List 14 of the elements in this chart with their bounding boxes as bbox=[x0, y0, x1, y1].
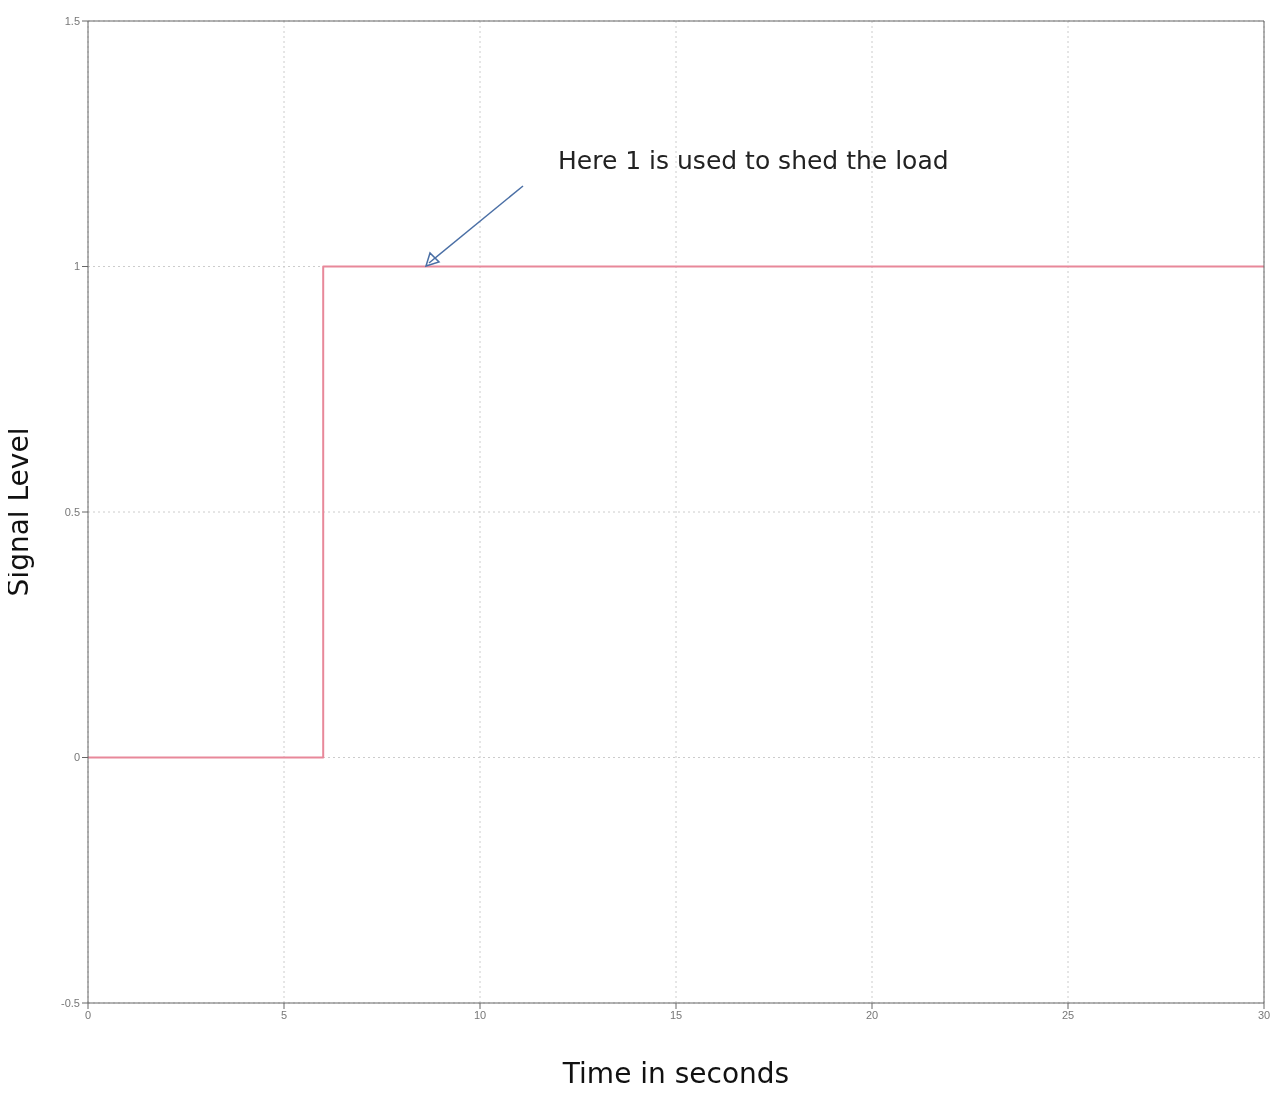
y-tick-label: 0 bbox=[73, 751, 80, 764]
x-tick-label: 5 bbox=[280, 1008, 288, 1021]
x-axis-title: Time in seconds bbox=[561, 1057, 790, 1090]
y-tick-label: 0.5 bbox=[64, 505, 80, 518]
annotation: Here 1 is used to shed the load bbox=[558, 146, 949, 175]
x-tick-label: 30 bbox=[1257, 1008, 1271, 1021]
x-tick-label: 20 bbox=[865, 1008, 879, 1021]
x-tick-label: 15 bbox=[669, 1008, 683, 1021]
x-tick-label: 10 bbox=[473, 1008, 487, 1021]
y-tick-label: -0.5 bbox=[61, 996, 80, 1009]
y-tick-label: 1.5 bbox=[64, 14, 80, 27]
y-tick-label: 1 bbox=[73, 260, 80, 273]
x-tick-label: 0 bbox=[84, 1008, 92, 1021]
x-tick-label: 25 bbox=[1061, 1008, 1075, 1021]
